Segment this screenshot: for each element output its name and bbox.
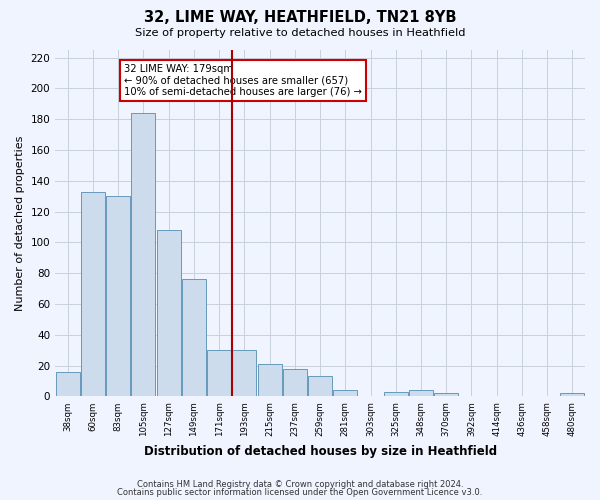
Bar [182,280,206,396]
Text: Contains HM Land Registry data © Crown copyright and database right 2024.: Contains HM Land Registry data © Crown c… [137,480,463,489]
Bar [131,113,155,397]
Text: 32, LIME WAY, HEATHFIELD, TN21 8YB: 32, LIME WAY, HEATHFIELD, TN21 8YB [144,10,456,25]
Bar [257,364,281,396]
Bar [409,390,433,396]
Bar [81,192,105,396]
Bar [207,350,231,397]
Text: 32 LIME WAY: 179sqm
← 90% of detached houses are smaller (657)
10% of semi-detac: 32 LIME WAY: 179sqm ← 90% of detached ho… [124,64,362,97]
Bar [232,350,256,397]
Bar [560,394,584,396]
Y-axis label: Number of detached properties: Number of detached properties [15,136,25,311]
Bar [283,368,307,396]
Bar [106,196,130,396]
Bar [384,392,408,396]
Bar [434,394,458,396]
Bar [334,390,357,396]
Bar [157,230,181,396]
Bar [56,372,80,396]
Text: Contains public sector information licensed under the Open Government Licence v3: Contains public sector information licen… [118,488,482,497]
Text: Size of property relative to detached houses in Heathfield: Size of property relative to detached ho… [135,28,465,38]
Bar [308,376,332,396]
X-axis label: Distribution of detached houses by size in Heathfield: Distribution of detached houses by size … [143,444,497,458]
